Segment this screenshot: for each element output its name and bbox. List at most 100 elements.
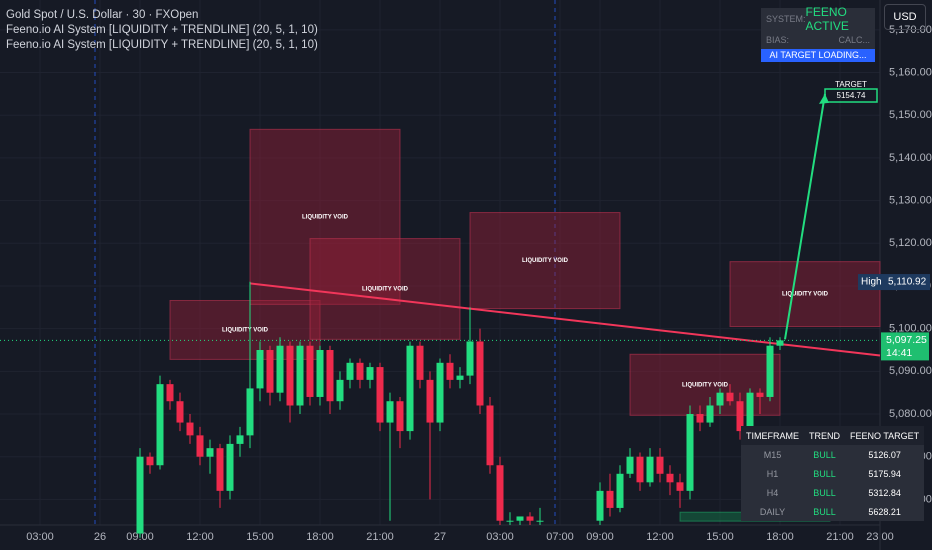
candle-body — [146, 456, 154, 466]
cell: BULL — [804, 445, 845, 464]
x-tick-label: 12:00 — [186, 531, 214, 543]
candle-body — [726, 392, 734, 402]
high-label: High — [861, 277, 882, 288]
candle-body — [306, 345, 314, 397]
cell: 5126.07 — [845, 445, 925, 464]
candle-body — [346, 362, 354, 380]
candle-body — [186, 422, 194, 436]
candle-body — [716, 392, 724, 406]
zone — [729, 261, 881, 328]
zone-label: LIQUIDITY VOID — [362, 287, 409, 293]
row: DAILY BULL 5628.21 — [741, 502, 925, 521]
candle-body — [276, 345, 284, 393]
candle-body — [736, 401, 744, 432]
candle-body — [476, 341, 484, 406]
candle-body — [676, 482, 684, 491]
trendline — [249, 282, 881, 357]
candle-body — [446, 362, 454, 380]
candle-body — [636, 456, 644, 483]
status-row: SYSTEM: FEENO ACTIVE — [761, 5, 875, 33]
price-value: 5,097.25 — [886, 334, 927, 346]
y-tick-label: 5,160.00 — [889, 66, 932, 78]
high-tag — [858, 274, 884, 291]
value: FEENO ACTIVE — [805, 4, 849, 33]
x-tick-label: 12:00 — [646, 531, 674, 543]
candle-body — [456, 375, 464, 380]
value: CALC... — [838, 34, 870, 45]
target-table: TIMEFRAME TREND FEENO TARGET M15 BULL 5126.0… — [741, 426, 925, 521]
candle-body — [226, 443, 234, 491]
target-title: TARGET — [835, 80, 867, 89]
candle-body — [696, 414, 704, 423]
row: H1 BULL 5175.94 — [741, 464, 925, 483]
candle-body — [496, 465, 504, 521]
candle-body — [746, 392, 754, 432]
target-value: 5154.74 — [837, 91, 866, 100]
cell: BULL — [804, 502, 845, 521]
cell: DAILY — [741, 502, 804, 521]
zone — [169, 299, 321, 360]
candle-body — [436, 362, 444, 423]
y-tick-label: 5,130.00 — [889, 195, 932, 207]
candle-body — [646, 456, 654, 483]
zone-label: LIQUIDITY VOID — [302, 214, 349, 220]
candle-body — [366, 367, 374, 380]
x-tick-label: 09:00 — [586, 531, 614, 543]
candle-body — [156, 384, 164, 466]
row: M15 BULL 5126.07 — [741, 445, 925, 464]
countdown: 14:41 — [886, 347, 912, 359]
candle-body — [706, 405, 714, 423]
x-tick-label: 03:00 — [486, 531, 514, 543]
x-tick-label: 03:00 — [26, 531, 54, 543]
legend: Gold Spot / U.S. Dollar · 30 · FXOpen Fe… — [6, 8, 318, 53]
zone-label: LIQUIDITY VOID — [682, 382, 729, 388]
candle-body — [596, 490, 604, 521]
candle-body — [166, 384, 174, 402]
high-value: 5,110.92 — [888, 277, 927, 288]
candle-body — [256, 350, 264, 389]
cell: 5312.84 — [845, 483, 925, 502]
zone — [629, 353, 781, 416]
cell: H4 — [741, 483, 804, 502]
candle-body — [386, 401, 394, 423]
y-tick-label: 5,140.00 — [889, 152, 932, 164]
symbol-title: Gold Spot / U.S. Dollar · 30 · FXOpen — [6, 9, 199, 21]
candle-body — [296, 345, 304, 406]
high-price-tag — [884, 274, 930, 291]
currency-button[interactable]: USD — [884, 4, 926, 30]
y-tick-label: 5,090.00 — [889, 365, 932, 377]
candle-body — [666, 473, 674, 483]
candle-body — [376, 367, 384, 423]
candle-body — [686, 414, 694, 491]
candle-body — [486, 405, 494, 466]
price-tag — [881, 332, 929, 361]
candle-body — [326, 350, 334, 402]
candle-body — [286, 345, 294, 406]
candle-body — [536, 520, 544, 522]
candle-body — [176, 401, 184, 423]
zone — [309, 238, 461, 340]
y-tick-label: 5,100.00 — [889, 323, 932, 335]
zone — [469, 212, 621, 310]
label: SYSTEM: — [766, 13, 806, 24]
x-tick-label: 15:00 — [246, 531, 274, 543]
candle-body — [236, 435, 244, 444]
th: TIMEFRAME — [741, 426, 804, 445]
candle-body — [526, 516, 534, 521]
candle-body — [606, 490, 614, 508]
candle-body — [316, 350, 324, 397]
status-panel: SYSTEM: FEENO ACTIVE BIAS: CALC... AI TARG… — [761, 5, 875, 62]
candle-body — [466, 341, 474, 376]
cell: M15 — [741, 445, 804, 464]
candle-body — [406, 345, 414, 432]
x-tick-label: 18:00 — [306, 531, 334, 543]
indicator-label: Feeno.io AI System [LIQUIDITY + TRENDLIN… — [6, 24, 318, 36]
candle-body — [766, 345, 774, 397]
row: H4 BULL 5312.84 — [741, 483, 925, 502]
label: BIAS: — [766, 34, 790, 45]
x-tick-label: 26 — [94, 531, 106, 543]
candle-body — [396, 401, 404, 432]
x-tick-label: 07:00 — [546, 531, 574, 543]
x-tick-label: 21:00 — [366, 531, 394, 543]
